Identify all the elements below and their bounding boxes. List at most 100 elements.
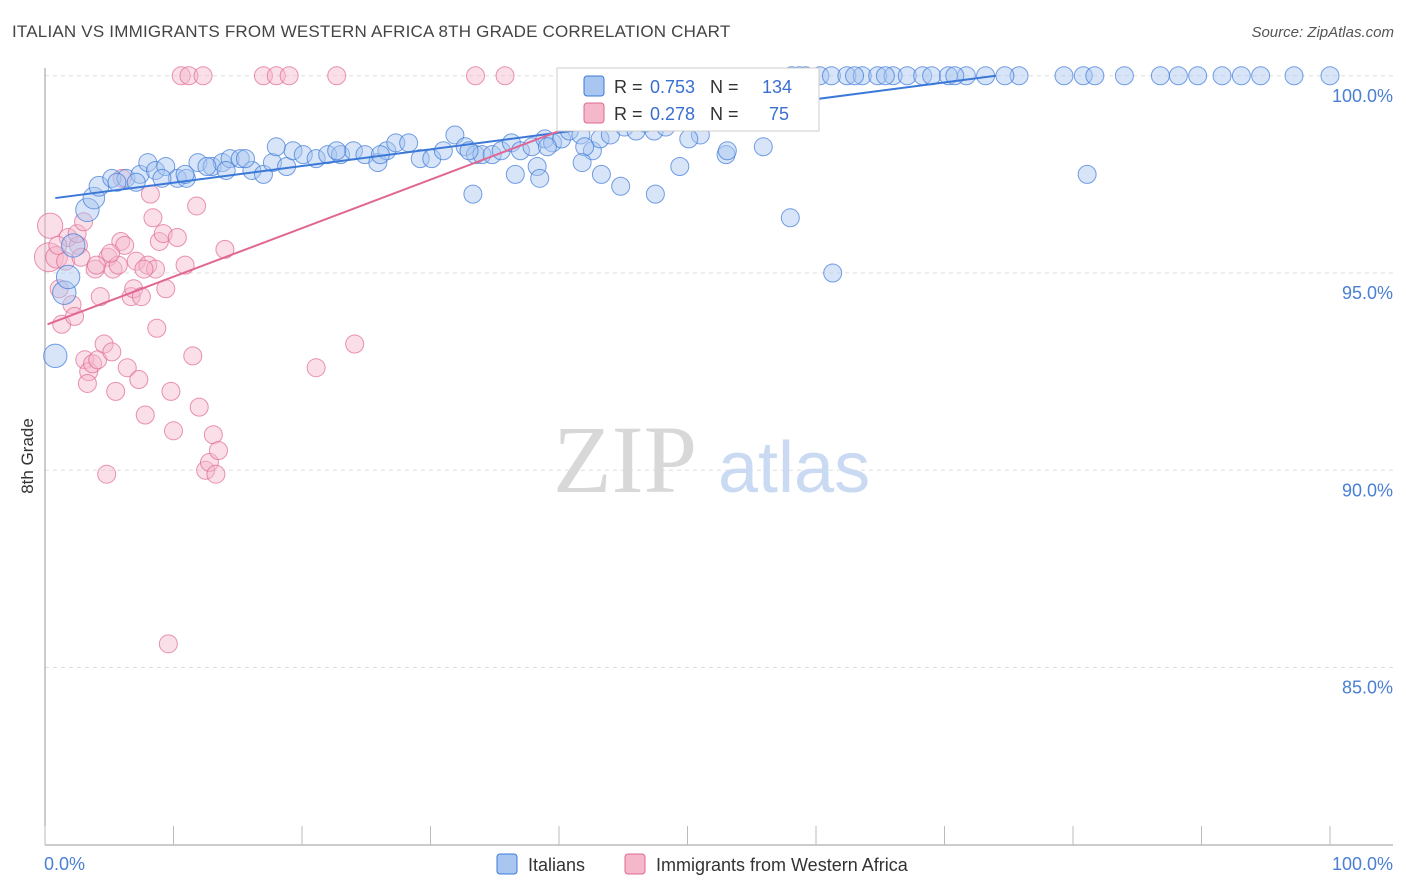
data-point [495,66,515,86]
data-point [753,137,773,157]
data-point [875,66,895,86]
data-point [611,176,631,196]
data-point [143,208,163,228]
data-point [107,172,127,192]
x-tick-label-min: 0.0% [44,854,85,874]
data-point [1150,66,1170,86]
data-point [147,318,167,338]
data-point [117,358,137,378]
data-point [670,157,690,177]
data-point [575,137,595,157]
data-point [37,212,64,239]
data-point [67,224,87,244]
data-point [77,373,97,393]
bottom-legend-immigrants: Immigrants from Western Africa [656,855,909,875]
data-point [183,346,203,366]
data-point [279,66,299,86]
data-point [645,184,665,204]
data-point [206,464,226,484]
bottom-legend-swatch-italians [496,853,518,875]
data-point [134,259,154,279]
data-point [897,66,917,86]
y-tick-label: 90.0% [1342,480,1393,500]
data-point [138,153,158,173]
data-point [140,184,160,204]
data-point [845,66,865,86]
bottom-legend-italians: Italians [528,855,585,875]
legend-r-value-1: 0.753 [650,77,695,97]
data-point [208,441,228,461]
data-point [293,145,313,165]
data-point [61,233,86,258]
grid-lines [45,75,1393,668]
data-point [202,157,222,177]
legend: R = 0.753 N = 134 R = 0.278 N = 75 [556,67,820,132]
data-point [327,141,347,161]
y-axis-title: 8th Grade [18,418,37,494]
data-point [131,287,151,307]
data-point [679,129,699,149]
data-point [171,66,191,86]
data-point [266,137,286,157]
data-point [126,251,146,271]
data-point [482,145,502,165]
data-point [158,634,178,654]
data-point [306,358,326,378]
bottom-legend-swatch-immigrants [624,853,646,875]
data-point [823,263,843,283]
data-point [97,464,117,484]
data-point [188,153,208,173]
data-point [922,66,942,86]
trend-line-immigrants [47,130,560,326]
data-point [1284,66,1304,86]
data-point [55,264,81,290]
legend-swatch-immigrants [583,102,605,124]
data-point [135,405,155,425]
data-point [102,342,122,362]
data-point [821,66,841,86]
watermark: ZIP atlas [553,406,870,513]
data-point [193,66,213,86]
data-point [465,66,485,86]
data-point [94,334,114,354]
data-point [530,168,550,188]
legend-swatch-italians [583,75,605,97]
y-tick-label: 100.0% [1332,86,1393,106]
data-point [197,157,217,177]
data-point [1320,66,1340,86]
data-point [1073,66,1093,86]
data-point [179,66,199,86]
data-point [1168,66,1188,86]
data-point [116,168,136,188]
data-point [52,280,77,305]
data-point [175,164,195,184]
data-point [527,157,547,177]
data-point [1114,66,1134,86]
data-point [106,381,126,401]
data-point [868,66,888,86]
data-point [1212,66,1232,86]
data-point [86,255,106,275]
legend-n-value-2: 75 [769,104,789,124]
data-point [167,228,187,248]
data-point [327,66,347,86]
data-point [505,164,525,184]
data-point [399,133,419,153]
y-tick-label: 95.0% [1342,283,1393,303]
data-point [837,66,857,86]
data-point [717,141,737,161]
data-point [203,425,223,445]
watermark-atlas: atlas [718,428,870,508]
data-point [220,149,240,169]
data-point [90,287,110,307]
data-point [1251,66,1271,86]
data-point [591,164,611,184]
data-point [156,157,176,177]
y-tick-labels: 85.0% 90.0% 95.0% 100.0% [1332,86,1393,698]
data-point [433,141,453,161]
data-point [189,397,209,417]
data-point [75,197,100,223]
data-point [215,239,235,259]
data-point [572,153,592,173]
